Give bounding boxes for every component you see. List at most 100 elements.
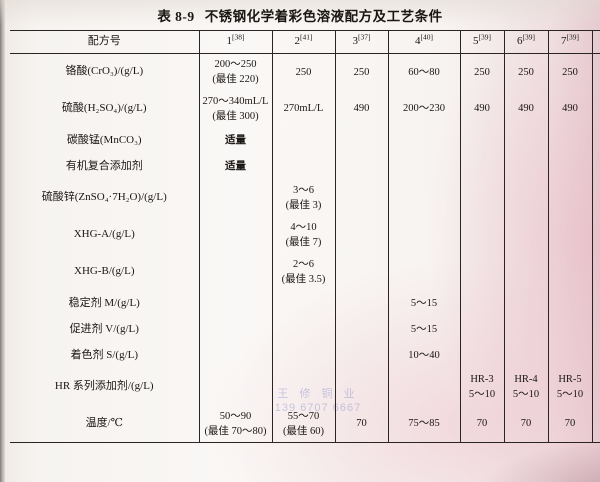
row-label-text: 碳酸锰(MnCO₃): [66, 133, 142, 146]
table-row: 稳定剂 M/(g/L) 5～15: [10, 290, 600, 317]
table-cell: 50～90 (最佳 70～80): [198, 405, 273, 443]
table-row: 温度/℃ 50～90 (最佳 70～80) 55～70 (最佳 60) 70 75～85 70…: [10, 405, 600, 443]
table-cell: [547, 253, 593, 291]
cell-value: 3～6: [293, 184, 314, 196]
header-column-number: 4: [415, 35, 421, 48]
row-label: XHG-B/(g/L): [10, 253, 200, 291]
table-cell: [459, 179, 505, 217]
table-cell: 4～10 (最佳 7): [271, 216, 336, 254]
cell-value: 适量: [225, 134, 246, 146]
table-row: XHG-A/(g/L) 4～10 (最佳 7): [10, 216, 600, 254]
header-column-reference: [39]: [566, 32, 580, 42]
table-number: 表 8-9: [157, 9, 195, 24]
table-cell: [547, 216, 593, 254]
table-cell: 10～40: [387, 342, 461, 369]
table-cell: 60～80: [387, 53, 461, 91]
cell-value-note: 5～10: [468, 389, 496, 400]
cell-value: HR-5: [558, 373, 582, 385]
table-row: HR 系列添加剂/(g/L)HR-35～10HR-45～10HR-55～10HR…: [10, 368, 600, 406]
cell-value-note: 5～10: [593, 387, 600, 402]
page-top-tint: [0, 0, 600, 26]
table-cell: [387, 368, 461, 406]
table-cell: 250: [503, 53, 549, 91]
header-column-reference: [40]: [420, 32, 434, 42]
header-column-8: 8[39]: [591, 30, 600, 54]
cell-value: HR-3: [470, 373, 494, 385]
table-cell: 250: [459, 53, 505, 91]
table-cell: [198, 316, 273, 343]
table-cell: [198, 179, 273, 217]
table-cell: 70: [459, 405, 505, 443]
cell-value: 70: [520, 418, 532, 430]
table-cell: 2～6 (最佳 3.5): [271, 253, 336, 291]
table-cell: 490: [591, 90, 600, 128]
header-column-number: 7: [561, 35, 567, 48]
cell-value: 4～10: [290, 221, 317, 233]
table-cell: [503, 316, 549, 343]
cell-value: 5～15: [410, 323, 438, 335]
cell-value: 75～85: [408, 418, 440, 430]
cell-value-note: (最佳 70～80): [204, 425, 267, 437]
table-cell: [334, 153, 389, 180]
cell-value: 490: [353, 103, 370, 115]
header-column-number: 1: [226, 35, 233, 48]
table-cell: [591, 179, 600, 217]
table-cell: 5～15: [387, 316, 461, 343]
table-cell: [334, 179, 389, 217]
row-label-text: XHG-A/(g/L): [73, 228, 135, 241]
header-column-number: 3: [352, 35, 359, 48]
table-cell: [387, 153, 461, 180]
cell-value: 250: [593, 65, 600, 80]
cell-value-note: 5～10: [556, 389, 584, 400]
table-cell: [459, 342, 505, 369]
table-cell: [547, 127, 593, 154]
table-row: 碳酸锰(MnCO₃) 适量: [10, 127, 600, 154]
header-column-number: 2: [294, 35, 301, 48]
cell-value: 200～230: [403, 103, 445, 115]
table-cell: HR-3 5～10: [459, 368, 505, 406]
header-column-reference: [37]: [358, 32, 371, 42]
cell-value-note: (最佳 300): [212, 111, 259, 122]
cell-value: 70: [356, 418, 367, 430]
cell-value: 250: [295, 66, 312, 78]
header-column-3: 3[37]: [334, 30, 389, 54]
table-cell: HR-65～10: [591, 368, 600, 406]
row-label-text: 硫酸锌(ZnSO₄·7H₂O)/(g/L): [41, 191, 167, 204]
table-cell: [591, 342, 600, 369]
table-cell: [503, 179, 549, 217]
table-cell: 200～250 (最佳 220): [198, 53, 273, 91]
row-label-text: 铬酸(CrO₃)/(g/L): [65, 65, 144, 78]
table-cell: 70: [503, 405, 549, 443]
table-cell: [271, 153, 336, 180]
table-cell: [271, 342, 336, 369]
table-cell: [547, 290, 593, 317]
table-caption: 表 8-9 不锈钢化学着彩色溶液配方及工艺条件: [0, 5, 600, 25]
table-cell: [459, 127, 505, 154]
formula-table: 配方号 1[38]2[41]3[37]4[40]5[39]6[39]7[39]8…: [10, 30, 600, 443]
table-cell: [271, 127, 336, 154]
header-column-6: 6[39]: [503, 30, 549, 54]
table-cell: [198, 342, 273, 369]
table-cell: 250: [271, 53, 336, 91]
table-cell: 3～6 (最佳 3): [271, 179, 336, 217]
row-label-text: HR 系列添加剂/(g/L): [54, 380, 154, 393]
cell-value-note: (最佳 3.5): [281, 274, 326, 285]
cell-value: 250: [474, 66, 490, 78]
table-cell: 适量: [198, 127, 273, 154]
row-label-text: 硫酸(H₂SO₄)/(g/L): [61, 102, 147, 115]
cell-value: 2～6: [293, 258, 314, 270]
cell-value: 250: [562, 66, 578, 78]
table-cell: [503, 342, 549, 369]
table-cell: [459, 253, 505, 291]
row-label: 硫酸(H₂SO₄)/(g/L): [10, 90, 200, 128]
cell-value-note: (最佳 220): [212, 74, 259, 86]
table-cell: [547, 316, 593, 343]
table-cell: [271, 316, 336, 343]
table-cell: 70: [591, 405, 600, 443]
table-cell: [503, 290, 549, 317]
header-column-reference: [38]: [232, 32, 245, 42]
table-cell: [591, 216, 600, 254]
cell-value: 490: [562, 103, 578, 115]
table-cell: 200～230: [387, 90, 461, 128]
table-cell: [334, 368, 389, 406]
